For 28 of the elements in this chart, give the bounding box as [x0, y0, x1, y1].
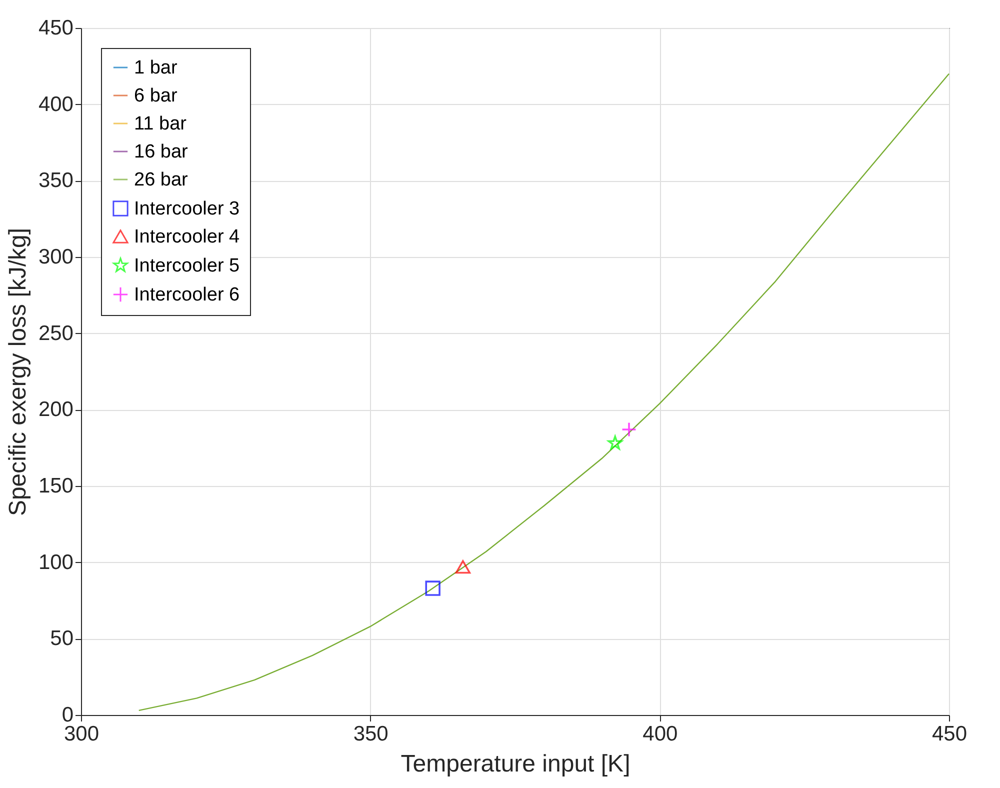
legend-label: 11 bar — [134, 114, 188, 134]
legend-label: Intercooler 3 — [134, 198, 240, 220]
point — [455, 560, 471, 574]
x-tick-label: 400 — [642, 722, 678, 746]
legend-label: Intercooler 4 — [134, 226, 240, 248]
y-tick-label: 50 — [50, 627, 74, 650]
point — [608, 436, 622, 450]
legend-label: 26 bar — [134, 170, 189, 190]
y-axis-title: Specific exergy loss [kJ/kg] — [4, 228, 32, 516]
point — [425, 580, 440, 596]
x-tick-label: 350 — [353, 722, 388, 746]
legend-label: 16 bar — [134, 142, 189, 162]
y-tick-label: 300 — [38, 246, 74, 268]
legend-label: 6 bar — [134, 86, 178, 106]
y-tick-label: 400 — [38, 92, 74, 116]
y-tick-label: 450 — [38, 16, 74, 40]
x-tick-label: 450 — [932, 722, 968, 746]
y-tick-label: 350 — [38, 169, 74, 192]
point — [621, 422, 637, 438]
legend-label: 1 bar — [134, 58, 178, 78]
y-tick-label: 100 — [38, 550, 74, 574]
y-tick-label: 0 — [62, 704, 74, 726]
legend-label: Intercooler 5 — [134, 256, 240, 276]
x-axis-title: Temperature input [K] — [400, 750, 630, 778]
y-tick-label: 150 — [38, 474, 74, 498]
y-tick-label: 200 — [38, 398, 74, 422]
y-tick-label: 250 — [38, 322, 74, 345]
legend-label: Intercooler 6 — [134, 284, 240, 306]
